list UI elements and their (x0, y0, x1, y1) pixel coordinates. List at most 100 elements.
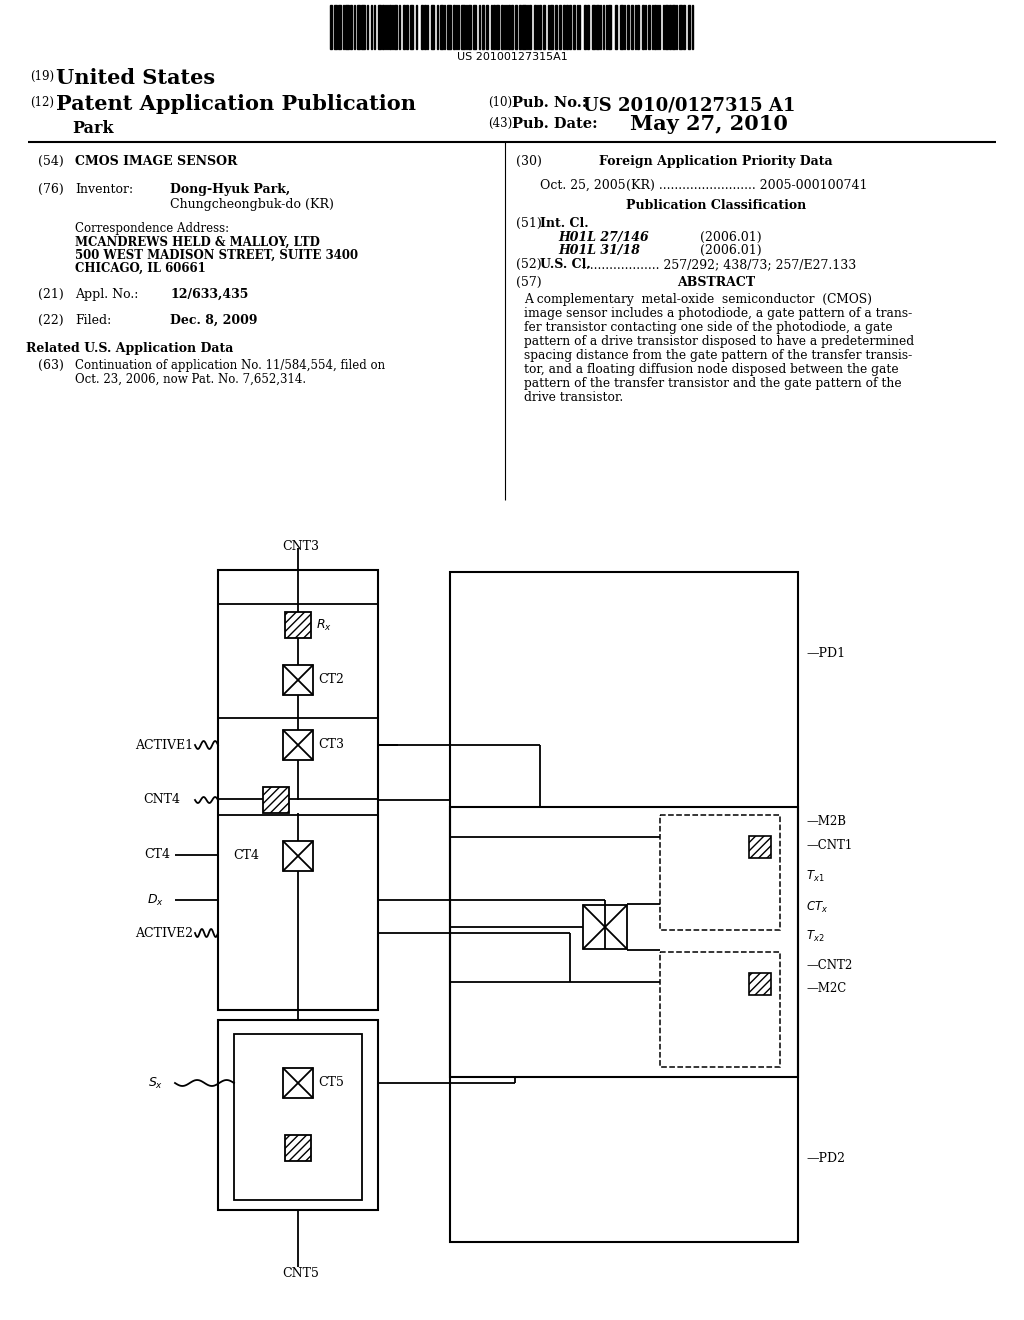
Text: Oct. 23, 2006, now Pat. No. 7,652,314.: Oct. 23, 2006, now Pat. No. 7,652,314. (75, 374, 306, 385)
Bar (637, 5, 639, 49)
Text: CMOS IMAGE SENSOR: CMOS IMAGE SENSOR (75, 154, 238, 168)
Text: image sensor includes a photodiode, a gate pattern of a trans-: image sensor includes a photodiode, a ga… (524, 308, 912, 319)
Text: ABSTRACT: ABSTRACT (677, 276, 755, 289)
Bar (218, 605, 378, 799)
Text: (21): (21) (38, 288, 63, 301)
Bar (563, 5, 565, 49)
Bar (453, 5, 455, 49)
Text: (57): (57) (516, 276, 542, 289)
Text: .................... 257/292; 438/73; 257/E27.133: .................... 257/292; 438/73; 25… (582, 257, 856, 271)
Text: $CT_x$: $CT_x$ (806, 900, 828, 915)
Text: CNT3: CNT3 (282, 540, 319, 553)
Text: Inventor:: Inventor: (75, 183, 133, 195)
Bar (486, 5, 488, 49)
Text: $T_{x1}$: $T_{x1}$ (806, 869, 824, 884)
Bar (587, 5, 589, 49)
Text: spacing distance from the gate pattern of the transfer transis-: spacing distance from the gate pattern o… (524, 348, 912, 362)
Bar (679, 5, 682, 49)
Bar (688, 5, 690, 49)
Text: pattern of the transfer transistor and the gate pattern of the: pattern of the transfer transistor and t… (524, 378, 901, 389)
Text: fer transistor contacting one side of the photodiode, a gate: fer transistor contacting one side of th… (524, 321, 893, 334)
Bar (283, 730, 313, 760)
Bar (669, 5, 671, 49)
Text: US 20100127315A1: US 20100127315A1 (457, 51, 567, 62)
Text: Dec. 8, 2009: Dec. 8, 2009 (170, 314, 257, 327)
Text: (76): (76) (38, 183, 63, 195)
Bar (648, 5, 650, 49)
Text: —PD2: —PD2 (806, 1152, 845, 1166)
Bar (421, 5, 423, 49)
Text: Chungcheongbuk-do (KR): Chungcheongbuk-do (KR) (170, 198, 334, 211)
Bar (631, 5, 633, 49)
Bar (749, 973, 771, 995)
Bar (555, 5, 557, 49)
Bar (566, 5, 568, 49)
Text: (2006.01): (2006.01) (700, 231, 762, 244)
Bar (263, 787, 289, 813)
Bar (660, 952, 780, 1067)
Text: —PD1: —PD1 (806, 647, 845, 660)
Text: United States: United States (56, 69, 215, 88)
Bar (627, 5, 629, 49)
Bar (410, 5, 413, 49)
Bar (382, 5, 384, 49)
Bar (569, 5, 571, 49)
Bar (511, 5, 513, 49)
Bar (361, 5, 365, 49)
Bar (218, 570, 378, 1010)
Text: Related U.S. Application Data: Related U.S. Application Data (27, 342, 233, 355)
Bar (461, 5, 465, 49)
Text: Pub. No.:: Pub. No.: (512, 96, 587, 110)
Text: MCANDREWS HELD & MALLOY, LTD: MCANDREWS HELD & MALLOY, LTD (75, 236, 319, 249)
Bar (357, 5, 360, 49)
Bar (559, 5, 561, 49)
Bar (403, 5, 406, 49)
Text: CT5: CT5 (318, 1076, 344, 1089)
Text: (30): (30) (516, 154, 542, 168)
Bar (496, 5, 499, 49)
Bar (330, 5, 332, 49)
Text: (51): (51) (516, 216, 542, 230)
Text: —M2C: —M2C (806, 982, 846, 995)
Text: Appl. No.:: Appl. No.: (75, 288, 138, 301)
Text: $S_x$: $S_x$ (148, 1076, 163, 1092)
Bar (543, 5, 545, 49)
Bar (672, 5, 675, 49)
Text: CNT5: CNT5 (282, 1267, 318, 1280)
Bar (424, 5, 426, 49)
Bar (447, 5, 451, 49)
Text: $D_x$: $D_x$ (147, 894, 164, 908)
Text: Patent Application Publication: Patent Application Publication (56, 94, 416, 114)
Bar (573, 5, 575, 49)
Text: CT2: CT2 (318, 673, 344, 686)
Text: US 2010/0127315 A1: US 2010/0127315 A1 (583, 96, 796, 114)
Bar (350, 5, 352, 49)
Text: Park: Park (72, 120, 114, 137)
Bar (338, 5, 341, 49)
Bar (583, 906, 627, 949)
Text: —CNT2: —CNT2 (806, 960, 852, 972)
Bar (592, 5, 595, 49)
Bar (285, 612, 311, 638)
Text: Dong-Hyuk Park,: Dong-Hyuk Park, (170, 183, 290, 195)
Text: tor, and a floating diffusion node disposed between the gate: tor, and a floating diffusion node dispo… (524, 363, 899, 376)
Text: Publication Classification: Publication Classification (626, 199, 806, 213)
Bar (218, 718, 378, 814)
Bar (683, 5, 685, 49)
Text: U.S. Cl.: U.S. Cl. (540, 257, 591, 271)
Text: H01L 27/146: H01L 27/146 (558, 231, 649, 244)
Text: (43): (43) (488, 117, 512, 129)
Text: (12): (12) (30, 96, 54, 110)
Text: —CNT1: —CNT1 (806, 840, 852, 851)
Bar (283, 665, 313, 696)
Bar (584, 5, 586, 49)
Text: (22): (22) (38, 314, 63, 327)
Text: H01L 31/18: H01L 31/18 (558, 244, 640, 257)
Text: (10): (10) (488, 96, 512, 110)
Bar (608, 5, 611, 49)
Bar (654, 5, 656, 49)
Text: Pub. Date:: Pub. Date: (512, 117, 598, 131)
Bar (620, 5, 623, 49)
Bar (285, 1135, 311, 1162)
Bar (515, 5, 517, 49)
